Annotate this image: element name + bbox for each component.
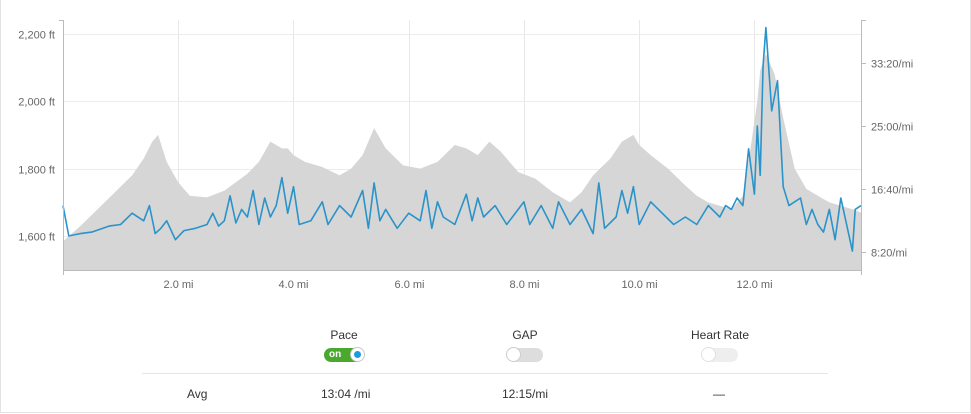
avg-row-label: Avg	[187, 387, 208, 401]
pace-line-layer	[62, 26, 862, 252]
x-tick-label: 12.0 mi	[736, 279, 772, 291]
avg-pace-value: 13:04 /mi	[321, 387, 371, 401]
toggle-knob	[350, 347, 365, 362]
x-tick-label: 2.0 mi	[164, 279, 194, 291]
heart-rate-label: Heart Rate	[690, 328, 750, 342]
gap-label: GAP	[512, 328, 538, 342]
left-axis-labels: 1,600 ft 1,800 ft 2,000 ft 2,200 ft	[18, 30, 55, 244]
left-tick-label: 1,800 ft	[18, 165, 55, 177]
x-tick-label: 10.0 mi	[621, 279, 657, 291]
right-tick-label: 25:00/mi	[871, 122, 913, 134]
left-tick-label: 2,000 ft	[18, 97, 55, 109]
gap-toggle[interactable]	[506, 347, 543, 362]
toggle-knob	[701, 347, 716, 362]
toggle-knob	[506, 347, 521, 362]
pace-toggle[interactable]: on	[324, 347, 365, 362]
pace-label: Pace	[330, 328, 358, 342]
avg-gap-value: 12:15/mi	[502, 387, 549, 401]
pace-control: Pace on	[284, 328, 404, 367]
right-tick-label: 16:40/mi	[871, 185, 913, 197]
pace-line	[62, 26, 862, 252]
x-tick-label: 8.0 mi	[510, 279, 540, 291]
left-tick-label: 2,200 ft	[18, 30, 55, 42]
heart-rate-control: Heart Rate	[660, 328, 780, 367]
right-axis-labels: 8:20/mi 16:40/mi 25:00/mi 33:20/mi	[871, 59, 913, 260]
right-tick-label: 33:20/mi	[871, 59, 913, 71]
heart-rate-toggle[interactable]	[701, 347, 738, 362]
avg-heart-rate-value: —	[713, 387, 725, 401]
x-tick-label: 4.0 mi	[279, 279, 309, 291]
elevation-pace-chart[interactable]: 2.0 mi 4.0 mi 6.0 mi 8.0 mi 10.0 mi 12.0 mi 1…	[0, 0, 971, 300]
axes-layer	[59, 20, 866, 275]
x-axis-labels: 2.0 mi 4.0 mi 6.0 mi 8.0 mi 10.0 mi 12.0 mi	[164, 279, 773, 291]
pace-toggle-on-text: on	[329, 349, 342, 360]
elevation-area	[63, 53, 861, 270]
x-tick-label: 6.0 mi	[395, 279, 425, 291]
right-tick-label: 8:20/mi	[871, 248, 907, 260]
summary-divider	[142, 373, 828, 374]
gap-control: GAP	[465, 328, 585, 367]
elevation-area-layer	[63, 53, 861, 270]
left-tick-label: 1,600 ft	[18, 232, 55, 244]
